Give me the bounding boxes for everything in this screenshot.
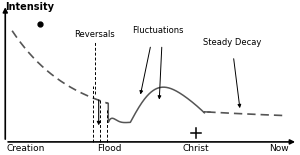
Text: Now: Now bbox=[269, 144, 289, 153]
Text: Fluctuations: Fluctuations bbox=[132, 26, 184, 35]
Text: Intensity: Intensity bbox=[5, 2, 54, 12]
Text: Christ: Christ bbox=[183, 144, 210, 153]
Text: Flood: Flood bbox=[98, 144, 122, 153]
Text: Creation: Creation bbox=[7, 144, 45, 153]
Text: Reversals: Reversals bbox=[74, 30, 115, 39]
Text: Steady Decay: Steady Decay bbox=[203, 38, 261, 47]
